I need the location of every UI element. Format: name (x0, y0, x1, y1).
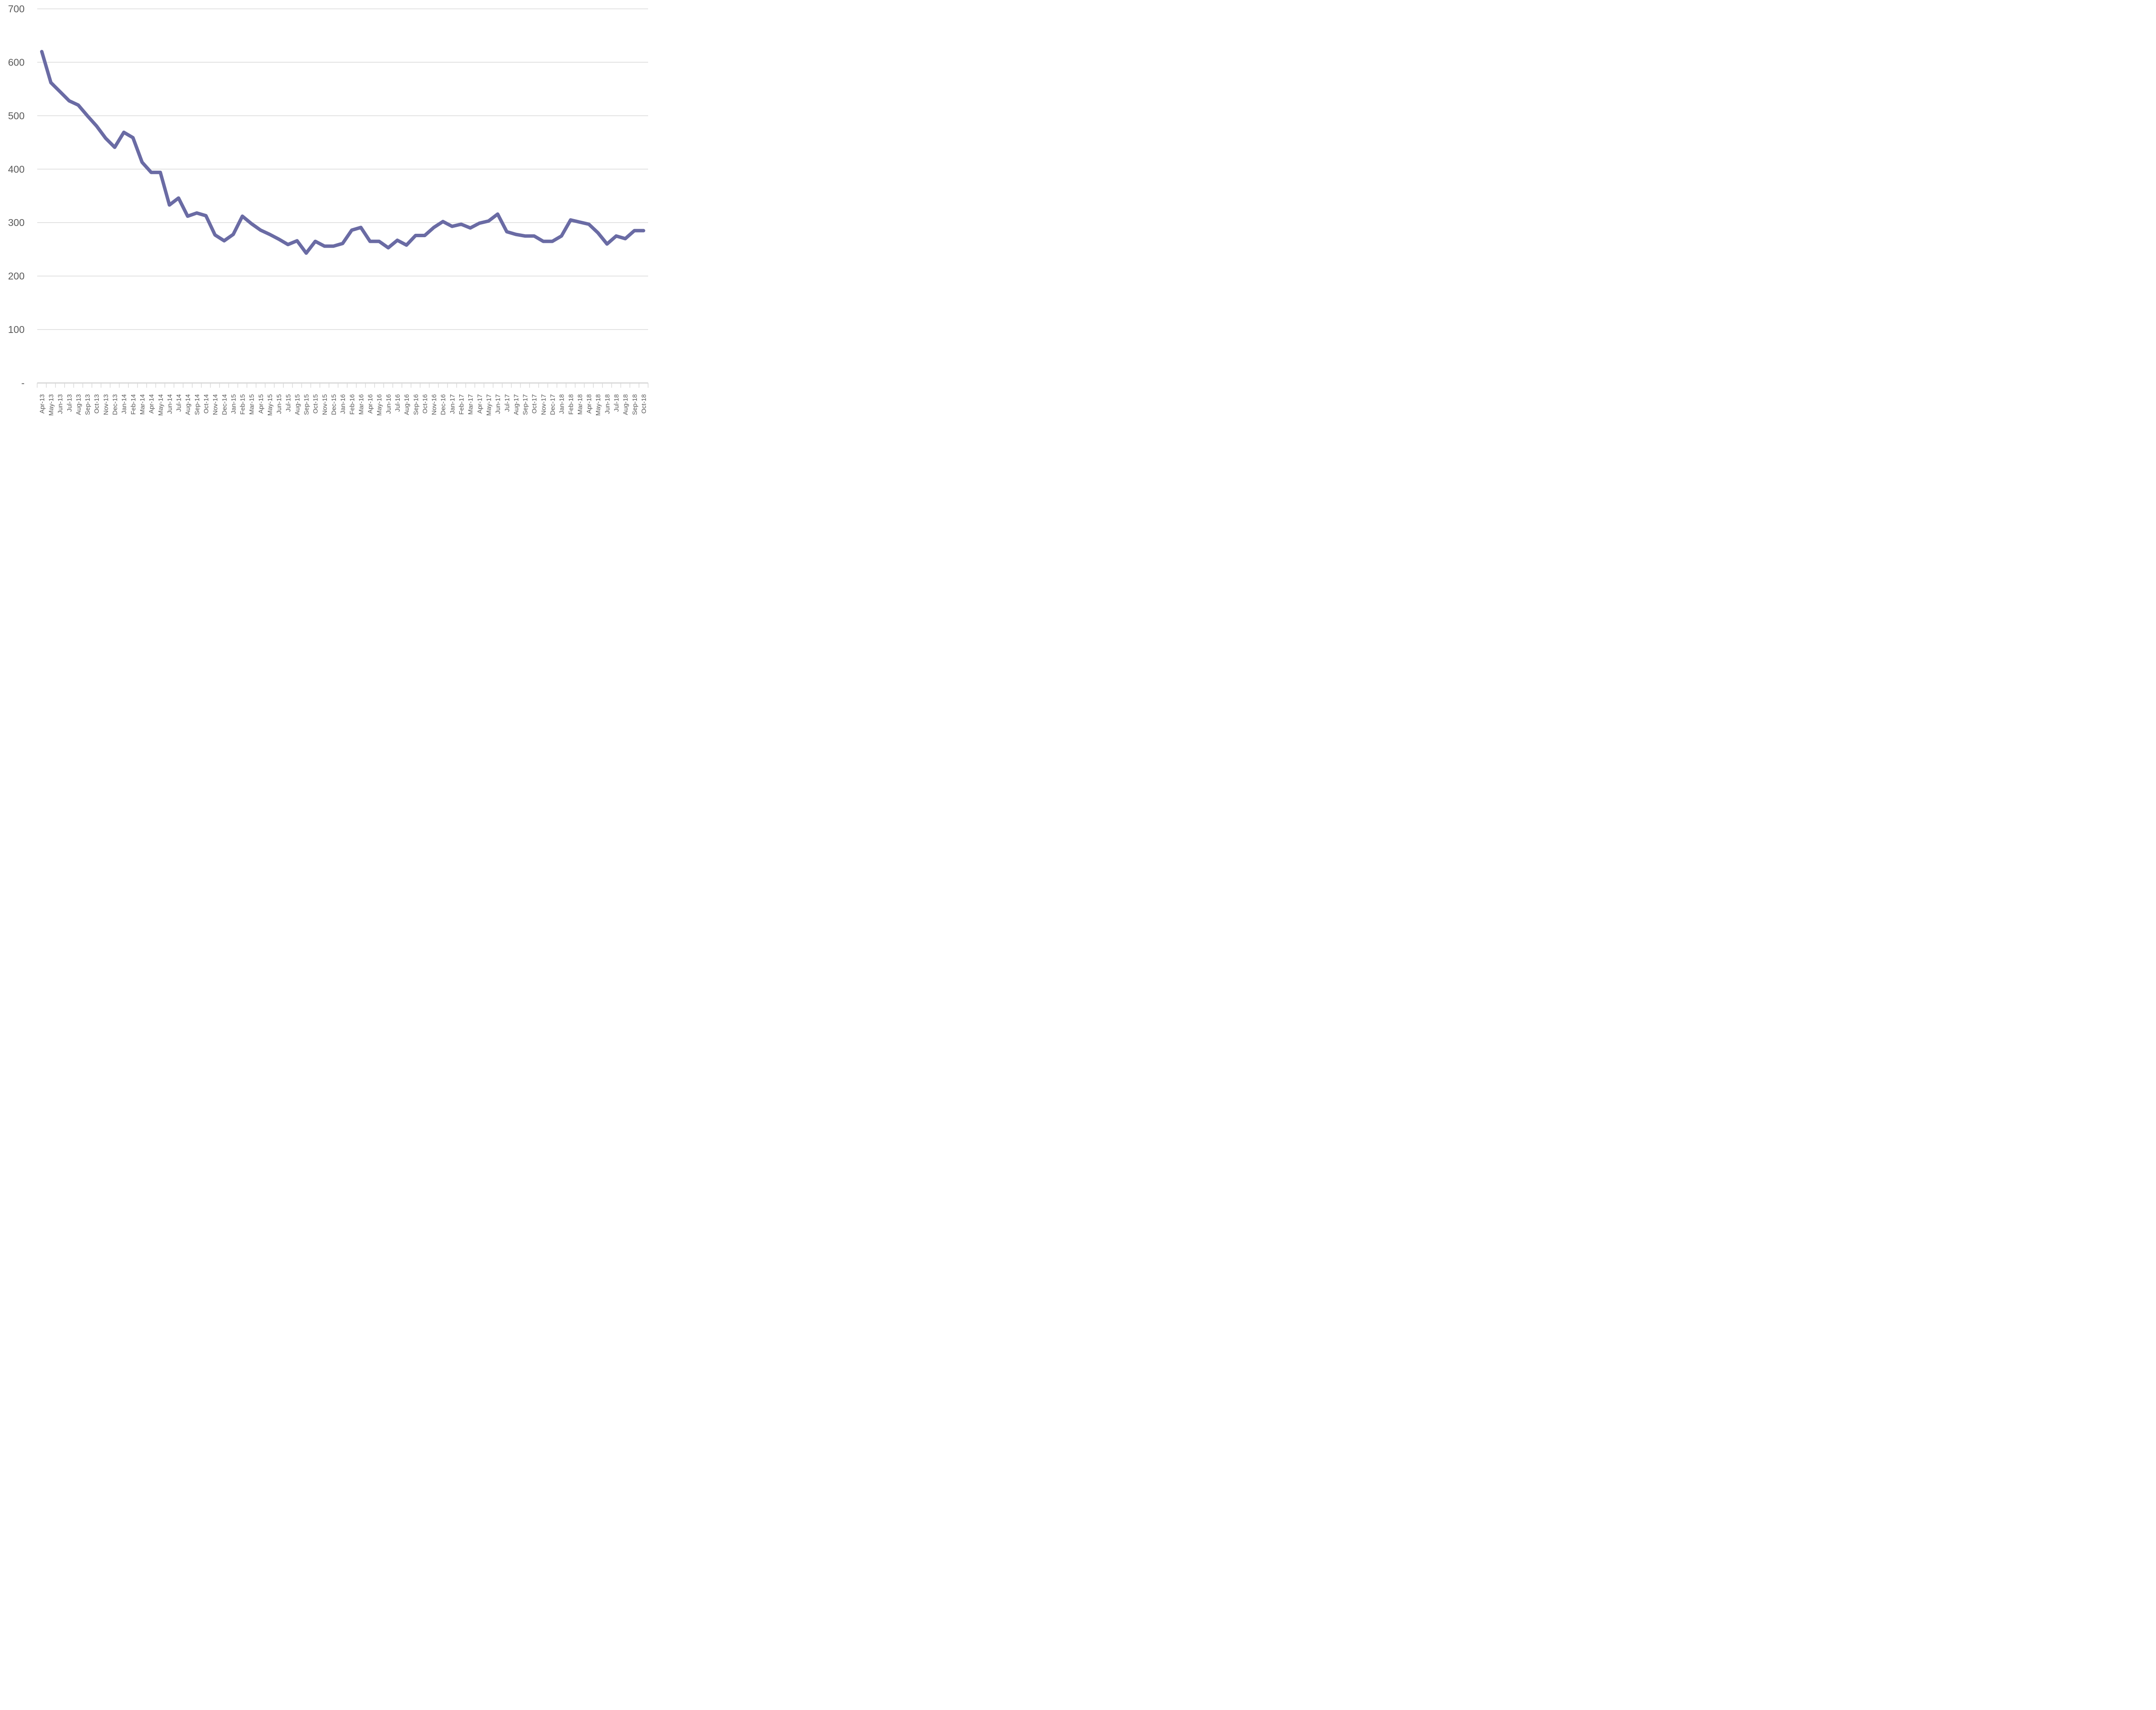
y-axis-tick-label: 400 (8, 163, 25, 175)
x-axis-tick-label: Mar-17 (467, 394, 474, 415)
x-axis-tick-label: Sep-13 (84, 394, 91, 415)
x-axis-tick-label: May-17 (485, 394, 492, 416)
x-axis-tick-label: Jun-15 (276, 394, 283, 414)
x-axis-tick-label: Oct-14 (203, 394, 210, 414)
x-axis-tick-label: Oct-13 (93, 394, 100, 414)
x-axis-tick-label: Apr-13 (38, 394, 46, 414)
x-axis-tick-label: May-15 (266, 394, 274, 416)
x-axis-tick-label: Aug-14 (185, 394, 192, 415)
y-axis-tick-label: 500 (8, 110, 25, 121)
x-axis-tick-label: Oct-15 (312, 394, 320, 414)
x-axis-tick-label: Mar-18 (577, 394, 584, 415)
x-axis-tick-label: Jun-16 (385, 394, 392, 414)
y-axis-tick-label: 600 (8, 56, 25, 68)
x-axis-tick-label: Jul-18 (613, 394, 620, 412)
x-axis-tick-label: Jul-17 (504, 394, 511, 412)
y-axis-tick-label: - (21, 377, 25, 389)
x-axis-tick-label: Jan-17 (449, 394, 456, 414)
x-axis-tick-label: Jan-15 (230, 394, 237, 414)
x-axis-tick-label: Sep-17 (522, 394, 529, 415)
x-axis-tick-label: Sep-16 (412, 394, 420, 415)
x-axis-tick-label: Nov-16 (431, 394, 438, 415)
x-axis-tick-label: Dec-13 (112, 394, 119, 415)
x-axis-tick-label: Nov-13 (102, 394, 110, 415)
x-axis-tick-label: May-13 (48, 394, 55, 416)
x-axis-tick-label: Jun-13 (57, 394, 64, 414)
x-axis-tick-label: Apr-16 (367, 394, 374, 414)
x-axis-tick-label: Dec-14 (221, 394, 228, 415)
y-axis-tick-label: 700 (8, 3, 25, 15)
x-axis-tick-label: Jan-14 (121, 394, 128, 414)
x-axis-tick-label: Feb-18 (567, 394, 575, 415)
x-axis-tick-label: Sep-14 (194, 394, 201, 415)
line-chart: - 100 200 300 400 500 600 700 Apr-13 May-13 Jun-13… (0, 0, 656, 427)
x-axis-tick-label: Jan-18 (558, 394, 566, 414)
y-axis-tick-label: 300 (8, 217, 25, 228)
x-axis-tick-label: Apr-17 (476, 394, 483, 414)
x-axis-tick-label: Dec-17 (549, 394, 556, 415)
x-axis-tick-label: Sep-15 (303, 394, 310, 415)
x-axis-tick-label: Nov-17 (540, 394, 547, 415)
x-axis-tick-label: Jan-16 (339, 394, 347, 414)
chart-canvas: - 100 200 300 400 500 600 700 Apr-13 May-13 Jun-13… (8, 3, 649, 416)
x-axis-tick-label: Oct-18 (640, 394, 648, 414)
y-axis-tick-label: 100 (8, 324, 25, 335)
x-axis-tick-label: Mar-14 (139, 394, 146, 415)
x-axis-tick-label: Dec-15 (330, 394, 338, 415)
x-axis-tick-label: Jul-14 (175, 394, 183, 412)
x-axis-tick-label: May-16 (376, 394, 383, 416)
x-axis-tick-label: Jun-14 (166, 394, 173, 414)
x-axis-tick-label: Apr-14 (148, 394, 155, 414)
x-axis-tick-label: Aug-15 (294, 394, 301, 415)
x-axis-tick-label: Sep-18 (631, 394, 639, 415)
x-axis-tick-label: Jul-16 (394, 394, 401, 412)
x-axis-tick-label: Feb-14 (130, 394, 137, 415)
x-axis-tick-label: Aug-17 (513, 394, 520, 415)
x-axis-tick-label: Feb-15 (239, 394, 247, 415)
x-axis-tick-label: Aug-13 (75, 394, 82, 415)
y-axis-tick-label: 200 (8, 270, 25, 282)
series-line (40, 50, 646, 255)
x-axis-tick-label: Mar-15 (248, 394, 256, 415)
x-axis-tick-label: Jun-18 (604, 394, 611, 414)
x-axis-tick-label: Oct-17 (531, 394, 538, 414)
x-axis-tick-label: Mar-16 (357, 394, 365, 415)
x-axis-tick-label: Nov-15 (321, 394, 329, 415)
x-axis-tick-label: Feb-17 (458, 394, 465, 415)
x-axis-tick-label: Oct-16 (421, 394, 429, 414)
x-axis-tick-label: Nov-14 (212, 394, 219, 415)
x-axis-tick-label: Feb-16 (348, 394, 356, 415)
x-axis-tick-label: Jul-13 (66, 394, 73, 412)
x-axis-tick-label: May-18 (595, 394, 602, 416)
x-axis-tick-label: Apr-15 (257, 394, 265, 414)
x-axis-tick-label: Aug-16 (403, 394, 411, 415)
x-axis-tick-label: Jul-15 (285, 394, 292, 412)
x-axis-tick-label: Dec-16 (440, 394, 447, 415)
x-axis-tick-label: Aug-18 (622, 394, 630, 415)
x-axis-tick-label: Jun-17 (495, 394, 502, 414)
x-axis-tick-label: May-14 (157, 394, 164, 416)
x-axis-tick-label: Apr-18 (586, 394, 593, 414)
